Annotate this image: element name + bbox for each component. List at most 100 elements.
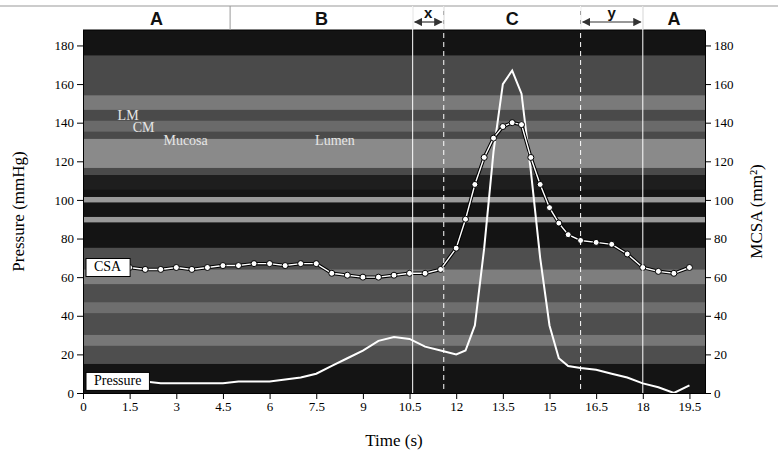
tissue-layer <box>83 302 705 313</box>
tick-label: 18 <box>637 399 650 414</box>
tick: 160 <box>55 77 84 92</box>
annotations: LMCMMucosaLumen <box>118 108 355 148</box>
tick: 100 <box>705 193 734 208</box>
tick-mark <box>77 45 83 46</box>
phase-bar-line <box>0 6 778 7</box>
tick-label: 20 <box>61 347 74 362</box>
tick: 60 <box>705 270 727 285</box>
series-label-box <box>86 258 130 276</box>
series-marker <box>204 264 210 270</box>
tick-mark <box>689 393 690 399</box>
tick-mark <box>705 393 711 394</box>
tick-label: 100 <box>55 193 75 208</box>
tick: 3 <box>174 393 181 414</box>
tick-label: 3 <box>174 399 181 414</box>
background <box>83 30 705 393</box>
series-marker <box>360 274 366 280</box>
tick-mark <box>77 123 83 124</box>
ultrasound-background <box>83 30 705 393</box>
tick-label: 10.5 <box>399 399 422 414</box>
tick: 6 <box>267 393 274 414</box>
phase-boundary <box>642 6 643 393</box>
probe-line <box>83 197 705 202</box>
tick-mark <box>77 200 83 201</box>
tick-mark <box>705 123 711 124</box>
tick: 20 <box>705 347 727 362</box>
tick-mark <box>77 316 83 317</box>
series-label: Pressure <box>86 372 149 390</box>
data-marks <box>127 71 693 393</box>
series-marker <box>463 216 469 222</box>
tick: 140 <box>705 115 734 130</box>
y2-axis-title: MCSA (mm²) <box>747 164 766 258</box>
tick: 0 <box>80 393 87 414</box>
tick-mark <box>705 161 711 162</box>
tick-label: 40 <box>61 308 74 323</box>
tick: 16.5 <box>585 393 608 414</box>
series-label-box <box>86 372 149 390</box>
axis-line <box>83 31 84 394</box>
tick-mark <box>410 393 411 399</box>
series-label-text: Pressure <box>94 373 141 388</box>
tick-mark <box>456 393 457 399</box>
tick-label: 120 <box>714 154 734 169</box>
tick-label: 0 <box>80 399 87 414</box>
tick-mark <box>363 393 364 399</box>
tick-mark <box>83 393 84 399</box>
tick: 4.5 <box>215 393 231 414</box>
series-label: CSA <box>86 258 130 276</box>
x-axis: 01.534.567.5910.51213.51516.51819.5 <box>80 393 705 414</box>
series-marker <box>329 270 335 276</box>
tick-label: 80 <box>61 231 74 246</box>
tick-label: 7.5 <box>309 399 325 414</box>
tick: 1.5 <box>122 393 138 414</box>
tick: 18 <box>637 393 650 414</box>
series-line <box>130 71 690 393</box>
tick-label: 20 <box>714 347 727 362</box>
series-marker <box>407 270 413 276</box>
tick-label: 0 <box>68 386 75 401</box>
tick-mark <box>705 277 711 278</box>
series-marker <box>142 266 148 272</box>
tick-label: 160 <box>714 77 734 92</box>
plot-frame <box>83 30 705 31</box>
series-marker <box>686 264 692 270</box>
gap-band <box>83 175 705 190</box>
tick-mark <box>270 393 271 399</box>
tick: 7.5 <box>309 393 325 414</box>
series-marker <box>491 135 497 141</box>
tick-label: 1.5 <box>122 399 138 414</box>
series-marker <box>609 241 615 247</box>
tick-label: 13.5 <box>492 399 515 414</box>
phase-label: A <box>667 9 680 29</box>
tick: 100 <box>55 193 84 208</box>
phase-arrow <box>583 21 641 22</box>
series-marker <box>344 272 350 278</box>
y-axis: 020406080100120140160180 <box>55 31 84 401</box>
series-marker <box>189 266 195 272</box>
series-marker <box>158 266 164 272</box>
series-marker <box>537 181 543 187</box>
tick-mark <box>705 84 711 85</box>
phase-label: B <box>315 9 328 29</box>
tick-label: 160 <box>55 77 75 92</box>
series-marker <box>391 272 397 278</box>
tick-mark <box>77 393 83 394</box>
series-marker <box>472 181 478 187</box>
annotation: Mucosa <box>163 133 208 148</box>
series-marker <box>655 268 661 274</box>
tick-label: 15 <box>544 399 557 414</box>
y-axis-title: Pressure (mmHg) <box>9 151 28 271</box>
tick-mark <box>705 239 711 240</box>
series-marker <box>671 270 677 276</box>
phase-arrow <box>415 21 442 22</box>
tick: 80 <box>705 231 727 246</box>
tick-label: 80 <box>714 231 727 246</box>
tick-mark <box>130 393 131 399</box>
tick-label: 4.5 <box>215 399 231 414</box>
series-marker <box>375 274 381 280</box>
plot: LMCMMucosaLumenPressureCSA01.534.567.591… <box>55 30 734 414</box>
tick-mark <box>643 393 644 399</box>
tick: 0 <box>705 386 721 401</box>
series-marker <box>453 245 459 251</box>
